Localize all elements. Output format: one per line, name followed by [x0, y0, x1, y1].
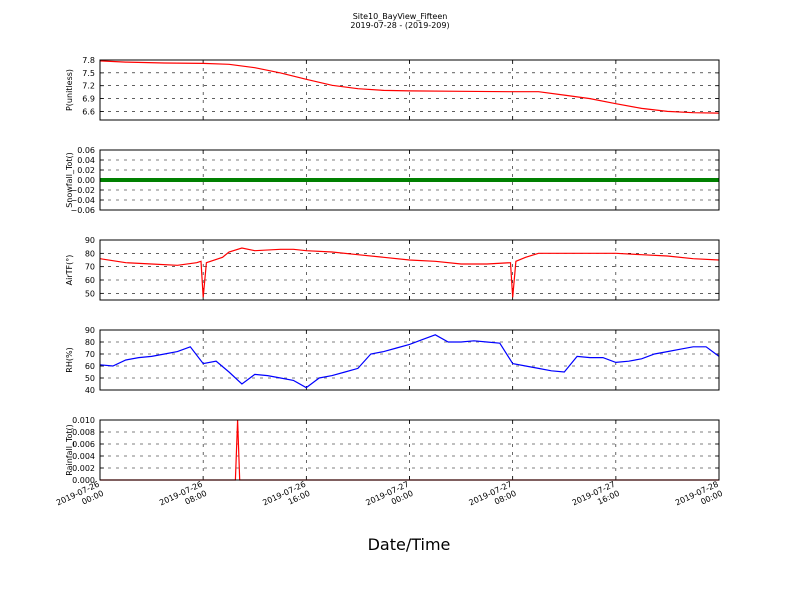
y-tick-label: 7.8 — [82, 56, 95, 65]
figure-subtitle: 2019-07-28 - (2019-209) — [350, 21, 449, 30]
x-axis-label: Date/Time — [368, 535, 451, 554]
plot-frame — [99, 329, 720, 391]
y-tick-label: 0.000 — [72, 476, 95, 485]
y-axis-label: P(unitless) — [65, 69, 74, 111]
y-tick-label: 6.9 — [82, 95, 95, 104]
y-tick-label: 60 — [85, 362, 95, 371]
y-tick-label: 80 — [85, 249, 95, 258]
plot-frame — [99, 59, 720, 121]
plot-frame — [99, 149, 720, 211]
y-axis-label: AirTF(°) — [65, 255, 74, 286]
panel-5: 0.000 0.002 0.004 0.006 0.008 0.010Rainfall_T… — [65, 416, 720, 485]
y-tick-label: 0.02 — [77, 166, 95, 175]
x-tick-label: 2019-07-2608:00 — [158, 480, 208, 517]
y-tick-label: 50 — [85, 289, 95, 298]
y-tick-label: 90 — [85, 236, 95, 245]
plot-frame — [99, 239, 720, 301]
x-tick-labels: 2019-07-2600:00 2019-07-2608:00 2019-07-26… — [55, 480, 724, 517]
y-tick-label: 70 — [85, 350, 95, 359]
y-axis-label: RH(%) — [65, 347, 74, 372]
y-tick-label: 0.00 — [77, 176, 95, 185]
y-tick-label: 0.010 — [72, 416, 95, 425]
y-tick-label: 0.006 — [72, 440, 95, 449]
y-tick-label: 0.004 — [72, 452, 95, 461]
panels: 6.6 6.9 7.2 7.5 7.8 P(unitless) −0.06−0.04−0.0… — [65, 56, 720, 485]
y-tick-label: 0.06 — [77, 146, 95, 155]
panel-2: −0.06−0.04−0.020.000.020.040.06Snowfall_… — [65, 146, 720, 215]
y-axis-label: Snowfall_Tot() — [65, 152, 74, 208]
series-line — [99, 60, 720, 114]
y-tick-label: 7.5 — [82, 69, 95, 78]
x-tick-label: 2019-07-2708:00 — [468, 480, 518, 517]
y-axis-label: Rainfall_Tot() — [65, 424, 74, 476]
panel-4: 40 50 60 70 80 90 RH(%) — [65, 326, 720, 395]
x-tick-label: 2019-07-2716:00 — [571, 480, 621, 517]
panel-3: 50 60 70 80 90 AirTF(°) — [65, 236, 720, 301]
y-tick-label: −0.02 — [70, 186, 95, 195]
y-tick-label: 90 — [85, 326, 95, 335]
x-tick-label: 2019-07-2600:00 — [55, 480, 105, 517]
series-line — [99, 247, 720, 298]
y-tick-label: 0.04 — [77, 156, 95, 165]
x-tick-label: 2019-07-2700:00 — [364, 480, 414, 517]
y-tick-label: 70 — [85, 263, 95, 272]
y-tick-label: −0.06 — [70, 206, 95, 215]
x-tick-label: 2019-07-2616:00 — [261, 480, 311, 517]
y-tick-label: 50 — [85, 374, 95, 383]
series-line — [99, 334, 720, 389]
y-tick-label: 40 — [85, 386, 95, 395]
y-tick-label: −0.04 — [70, 196, 95, 205]
plot-frame — [99, 419, 720, 481]
panel-1: 6.6 6.9 7.2 7.5 7.8 P(unitless) — [65, 56, 720, 121]
y-tick-label: 60 — [85, 276, 95, 285]
x-tick-label: 2019-07-2800:00 — [674, 480, 724, 517]
y-tick-label: 7.2 — [82, 82, 95, 91]
y-tick-label: 6.6 — [82, 107, 95, 116]
y-tick-label: 80 — [85, 338, 95, 347]
figure-title: Site10_BayView_Fifteen — [353, 12, 448, 21]
y-tick-label: 0.002 — [72, 464, 95, 473]
y-tick-label: 0.008 — [72, 428, 95, 437]
